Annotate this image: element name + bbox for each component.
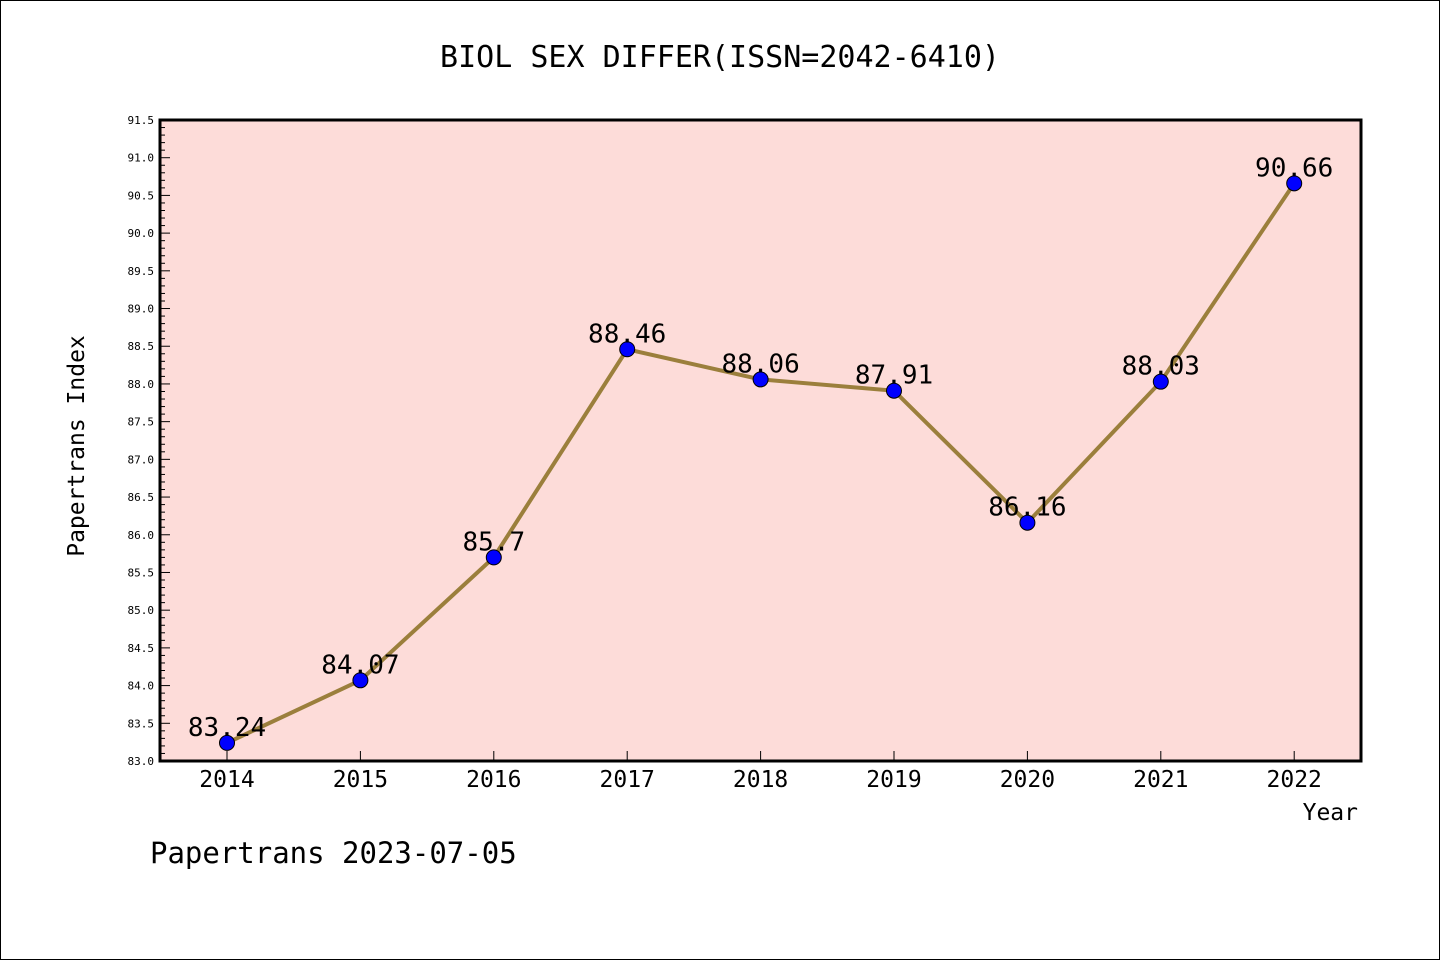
chart-title: BIOL SEX DIFFER(ISSN=2042-6410): [440, 40, 1000, 75]
data-label: 88.46: [588, 319, 666, 349]
data-label: 86.16: [988, 493, 1066, 523]
x-tick-label: 2015: [333, 767, 388, 793]
y-axis-label: Papertrans Index: [64, 335, 90, 557]
data-point: [1286, 175, 1303, 192]
y-tick-label: 84.0: [128, 680, 155, 693]
x-axis: 2014 2015 2016 2017 2018 2019 2020 2021 2022: [199, 751, 1322, 793]
data-label: 88.03: [1122, 352, 1200, 382]
x-tick-label: 2022: [1267, 767, 1322, 793]
y-tick-label: 86.5: [128, 491, 155, 504]
x-tick-label: 2014: [199, 767, 254, 793]
y-tick-label: 83.0: [128, 755, 155, 768]
data-point: [886, 382, 902, 399]
y-axis: 83.0 83.5 84.0 84.5 85.0 85.5 86.0 86.5 87.0 87.5…: [128, 114, 170, 768]
x-tick-label: 2018: [733, 767, 788, 793]
data-label: 85.7: [462, 527, 525, 557]
y-tick-label: 91.0: [128, 152, 155, 165]
footer-watermark: Papertrans 2023-07-05: [150, 836, 517, 870]
y-tick-label: 87.5: [128, 416, 155, 429]
x-tick-label: 2021: [1133, 767, 1188, 793]
data-labels: 83.24 84.07 85.7 88.46 88.06 87.91 86.16 88.03 9…: [188, 153, 1333, 743]
y-tick-label: 84.5: [128, 642, 155, 655]
data-point: [485, 549, 502, 566]
y-tick-label: 89.5: [128, 265, 155, 278]
y-tick-label: 89.0: [128, 303, 155, 316]
y-tick-label: 88.5: [128, 340, 155, 353]
y-tick-label: 90.5: [128, 189, 155, 202]
x-tick-label: 2020: [1000, 767, 1055, 793]
data-point: [1019, 514, 1036, 531]
y-tick-label: 87.0: [128, 453, 155, 466]
data-label: 84.07: [321, 650, 399, 680]
data-label: 90.66: [1255, 153, 1333, 183]
y-tick-label: 83.5: [128, 717, 155, 730]
data-point: [1152, 373, 1169, 390]
y-tick-label: 86.0: [128, 529, 155, 542]
y-tick-label: 85.5: [128, 566, 155, 579]
data-point: [219, 734, 235, 751]
data-label: 88.06: [721, 349, 799, 379]
x-axis-label: Year: [1303, 800, 1358, 826]
data-point: [619, 341, 636, 358]
y-tick-label: 91.5: [128, 114, 155, 127]
x-tick-label: 2016: [466, 767, 521, 793]
series-papertrans-index: [219, 175, 1303, 751]
data-point: [352, 672, 369, 689]
y-tick-label: 85.0: [128, 604, 155, 617]
data-point: [752, 371, 769, 388]
data-label: 87.91: [855, 361, 933, 391]
x-tick-label: 2017: [600, 767, 655, 793]
data-label: 83.24: [188, 713, 266, 743]
y-tick-label: 88.0: [128, 378, 155, 391]
x-tick-label: 2019: [866, 767, 921, 793]
y-tick-label: 90.0: [128, 227, 155, 240]
plot-area: [158, 118, 1363, 763]
